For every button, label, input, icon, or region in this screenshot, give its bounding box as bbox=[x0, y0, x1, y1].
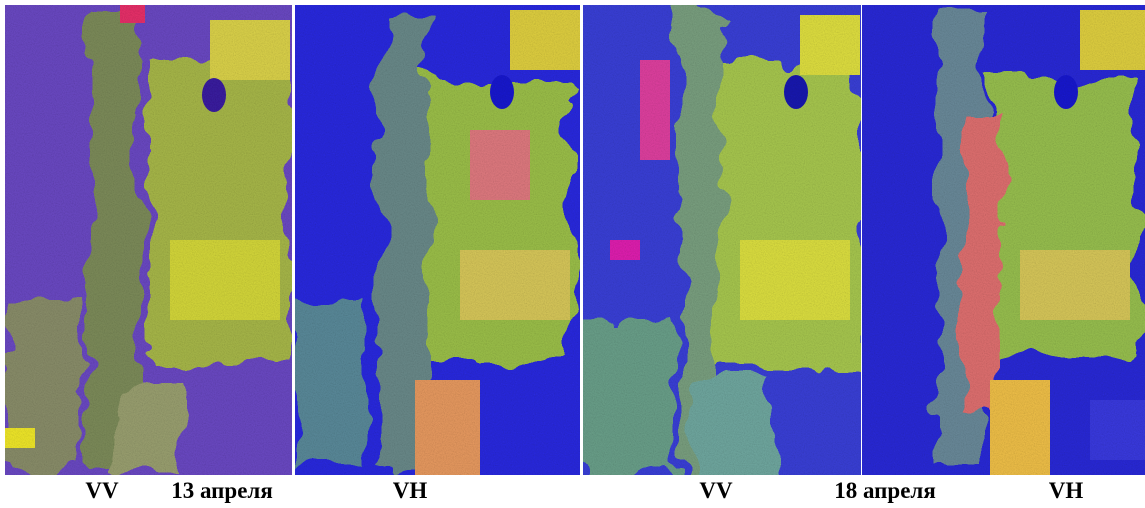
panel-vh-13 bbox=[295, 5, 580, 475]
caption: 13 апреля bbox=[171, 478, 273, 504]
panel-vv-13 bbox=[5, 5, 292, 475]
caption: VH bbox=[393, 478, 428, 504]
separator bbox=[580, 5, 583, 475]
caption: VV bbox=[85, 478, 118, 504]
panel-vh-18 bbox=[862, 5, 1145, 475]
caption: VV bbox=[699, 478, 732, 504]
panel-vv-18 bbox=[583, 5, 861, 475]
figure: VV 13 апреля VH VV 18 апреля VH (() => {… bbox=[0, 0, 1145, 508]
caption: VH bbox=[1049, 478, 1084, 504]
separator bbox=[292, 5, 295, 475]
caption: 18 апреля bbox=[834, 478, 936, 504]
image-strip bbox=[0, 0, 1145, 478]
